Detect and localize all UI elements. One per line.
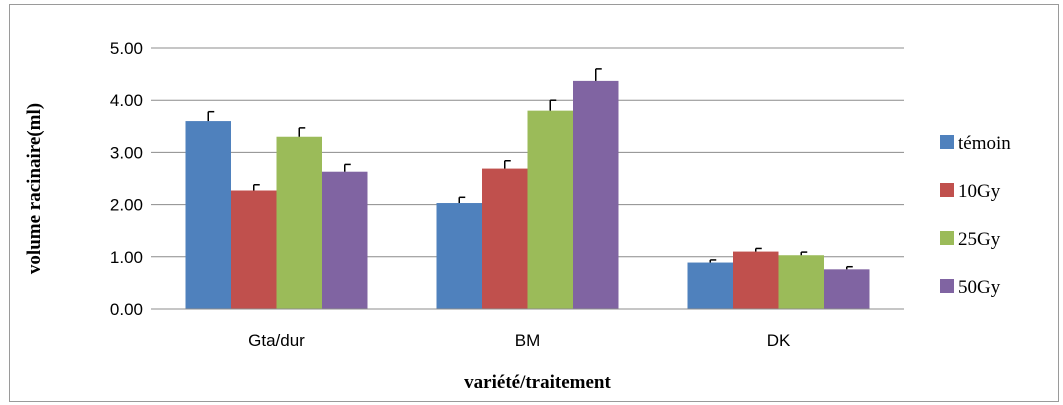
bar <box>573 80 619 309</box>
legend-swatch <box>940 183 954 197</box>
legend: témoin 10Gy 25Gy 50Gy <box>940 133 1011 298</box>
y-tick-label: 5.00 <box>110 39 143 58</box>
bars <box>185 80 870 309</box>
legend-swatch <box>940 135 954 149</box>
legend-label: témoin <box>958 133 1011 154</box>
x-tick-label: DK <box>767 331 791 350</box>
bar <box>322 171 368 309</box>
bar <box>185 121 231 309</box>
bar <box>276 136 322 309</box>
x-tick-label: Gta/dur <box>248 331 305 350</box>
bar <box>687 262 733 309</box>
y-tick-label: 1.00 <box>110 248 143 267</box>
legend-label: 10Gy <box>958 181 1001 202</box>
y-tick-labels: 0.00 1.00 2.00 3.00 4.00 5.00 <box>110 39 143 319</box>
legend-swatch <box>940 279 954 293</box>
bar <box>482 168 528 309</box>
bar <box>436 203 482 309</box>
bar <box>527 110 573 309</box>
bar <box>231 190 277 309</box>
legend-swatch <box>940 231 954 245</box>
y-tick-label: 3.00 <box>110 143 143 162</box>
bar <box>778 255 824 309</box>
error-bars <box>207 68 853 270</box>
x-tick-labels: Gta/dur BM DK <box>248 331 791 350</box>
bar <box>733 251 779 309</box>
chart-frame: 0.00 1.00 2.00 3.00 4.00 5.00 Gta/dur BM DK vol… <box>9 4 1059 402</box>
y-tick-label: 0.00 <box>110 300 143 319</box>
bar-chart: 0.00 1.00 2.00 3.00 4.00 5.00 Gta/dur BM DK vol… <box>24 39 1011 393</box>
y-tick-label: 2.00 <box>110 196 143 215</box>
bar <box>824 269 870 309</box>
x-tick-label: BM <box>515 331 541 350</box>
legend-label: 50Gy <box>958 277 1001 298</box>
legend-label: 25Gy <box>958 229 1001 250</box>
y-tick-label: 4.00 <box>110 91 143 110</box>
x-axis-title: variété/traitement <box>464 372 611 393</box>
y-axis-title: volume racinaire(ml) <box>24 103 45 274</box>
